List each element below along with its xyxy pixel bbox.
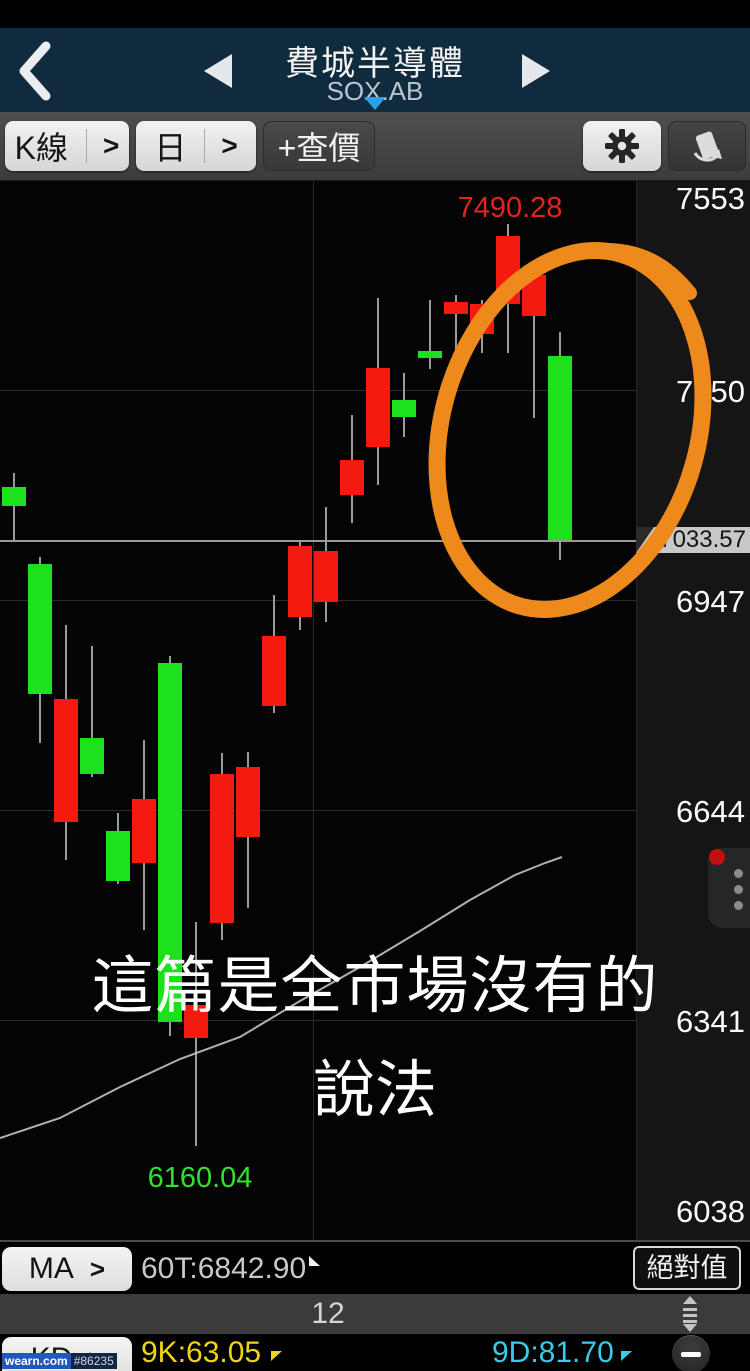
candle-body [496,236,520,304]
price-axis-panel [636,181,750,1240]
chevron-right-icon: > [86,129,119,163]
candle-body [54,699,78,822]
v-gridline [313,181,314,1240]
back-button[interactable] [10,38,70,104]
kd-d-value: 9D:81.70 [492,1336,614,1369]
notification-red-dot [709,849,725,865]
candle-body [184,1005,208,1038]
navbar: 費城半導體 SOX.AB [0,28,750,112]
candle-body [288,546,312,617]
kebab-dot [734,901,743,910]
price-axis-label: 6341 [676,1004,745,1039]
price-axis-label: 6644 [676,794,745,829]
scroll-drag-handle[interactable] [676,1296,704,1332]
price-axis-label: 7553 [676,181,745,216]
trend-down-flag-icon-d [621,1339,632,1361]
candle-body [314,551,338,602]
period-button[interactable]: 日 > [136,121,256,171]
candle-body [28,564,52,694]
screen-rotate-icon [693,131,722,162]
price-axis-label: 6038 [676,1194,745,1229]
handle-bar [683,1308,697,1311]
chart-toolbar: K線 > 日 > +查價 [0,112,750,181]
ma-value-text: 60T:6842.90 [141,1252,307,1285]
back-chevron-icon [19,41,51,101]
prev-symbol-button[interactable] [204,54,232,88]
absolute-value-button[interactable]: 絕對值 [633,1246,741,1290]
candle-body [80,738,104,774]
chart-type-label: K線 [14,130,68,166]
candle-body [340,460,364,495]
candle-body [132,799,156,863]
rotate-screen-button[interactable] [668,121,746,171]
candle-body [106,831,130,881]
add-quote-label: +查價 [277,130,361,166]
settings-button[interactable] [583,121,661,171]
last-price-value: 7033.57 [659,526,746,553]
candle-wick [429,300,431,369]
period-label: 日 [154,130,187,166]
chart-type-button[interactable]: K線 > [5,121,129,171]
gear-icon [605,129,639,163]
h-gridline [0,1020,636,1021]
kd-k-value: 9K:63.05 [141,1336,262,1369]
candle-body [470,304,494,334]
candle-wick [91,646,93,777]
h-gridline [0,390,636,391]
badge-notch-icon [636,527,654,553]
candle-body [522,275,546,316]
chevron-right-icon: > [89,1253,106,1284]
candle-wick [13,473,15,540]
watermark: wearn.com #86235 [2,1353,117,1369]
candle-body [2,487,26,506]
last-price-line [0,540,636,542]
period-low-label: 6160.04 [147,1162,253,1194]
next-symbol-button[interactable] [522,54,550,88]
ma-indicator-row: MA > 60T:6842.90 絕對值 [0,1240,750,1294]
candle-body [548,356,572,540]
handle-down-triangle-icon [683,1324,697,1332]
kebab-dot [734,869,743,878]
trend-up-flag-icon [309,1256,320,1278]
kd-indicator-row: KD > 9K:63.05 9D:81.70 [0,1334,750,1371]
x-axis-strip: 12 [0,1294,750,1334]
candle-body [392,400,416,417]
watermark-site: wearn.com [2,1353,71,1369]
kebab-dot [734,885,743,894]
price-axis-label: 6947 [676,584,745,619]
candle-body [210,774,234,923]
add-quote-button[interactable]: +查價 [263,121,375,171]
handle-bar [683,1320,697,1323]
minus-icon [681,1352,701,1357]
handle-up-triangle-icon [683,1296,697,1304]
handle-bar [683,1314,697,1317]
chart-options-kebab-menu[interactable] [708,848,750,928]
candle-body [158,663,182,1022]
candle-body [236,767,260,837]
chevron-right-icon: > [204,129,238,163]
trend-down-flag-icon-k [271,1339,282,1361]
symbol-title[interactable]: 費城半導體 [285,45,465,83]
zoom-out-button[interactable] [672,1335,710,1371]
symbol-dropdown-caret-icon[interactable] [364,97,386,110]
x-axis-month-label: 12 [311,1297,345,1330]
candlestick-chart-canvas[interactable]: 7553 7250 6947 6644 6341 6038 7490.28 6160.04… [0,181,750,1240]
h-gridline [0,810,636,811]
ma-selector-button[interactable]: MA > [2,1247,132,1291]
watermark-id: #86235 [70,1353,117,1369]
candle-body [444,302,468,314]
period-high-label: 7490.28 [457,192,563,224]
candle-body [366,368,390,447]
candle-body [418,351,442,358]
ma-button-label: MA [28,1252,74,1285]
price-axis-label: 7250 [676,374,745,409]
candle-body [262,636,286,706]
last-price-badge: 7033.57 [636,527,750,553]
